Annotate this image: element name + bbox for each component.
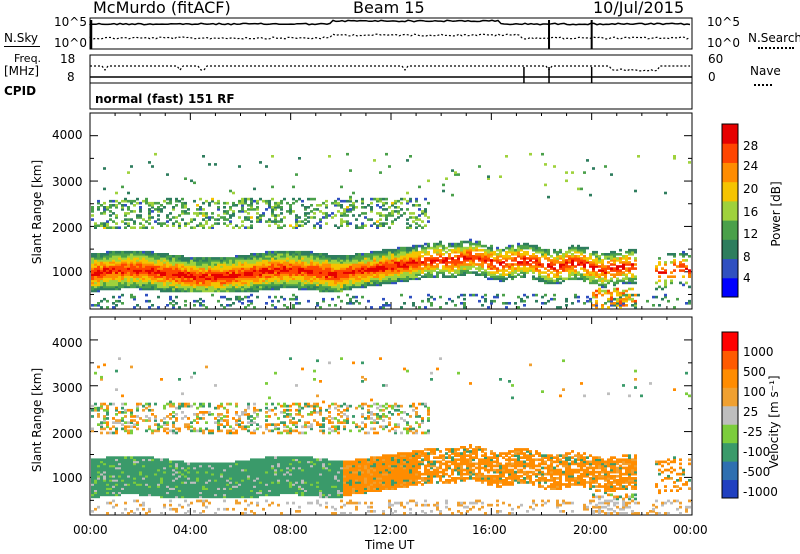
vel-cbar-tick-1000: 1000 — [743, 345, 774, 359]
nave-tick-bottom: 0 — [708, 70, 716, 84]
power-colorbar-swatch-2 — [722, 239, 738, 260]
beam-title: Beam 15 — [353, 0, 425, 17]
power-colorbar-swatch-8 — [722, 124, 738, 144]
nsky-series-line — [89, 19, 691, 26]
station-title: McMurdo (fitACF) — [93, 0, 231, 17]
xtick-2400: 00:00 — [673, 523, 708, 537]
nsky-underline — [4, 46, 40, 47]
xtick-1600: 16:00 — [472, 523, 507, 537]
velocity-ytick-1000: 1000 — [52, 471, 83, 485]
velocity-ylabel: Slant Range [km] — [30, 367, 44, 473]
power-cbar-tick-24: 24 — [743, 159, 759, 173]
power-colorbar-swatch-0 — [722, 277, 738, 298]
power-colorbar-swatch-1 — [722, 258, 738, 279]
power-cbar-tick-28: 28 — [743, 139, 759, 153]
power-cbar-label: Power [dB] — [769, 181, 783, 247]
nave-tick-top: 60 — [708, 52, 724, 66]
vel-cbar-tick-500: 500 — [743, 365, 766, 379]
freq-tick-top: 18 — [60, 52, 76, 66]
power-ytick-3000: 3000 — [52, 175, 83, 189]
velocity-colorbar-swatch-3 — [722, 424, 738, 444]
power-cbar-tick-16: 16 — [743, 205, 759, 219]
velocity-ytick-3000: 3000 — [52, 381, 83, 395]
nsky-tick-bottom: 10^0 — [54, 36, 87, 50]
x-axis-label: Time UT — [365, 538, 415, 552]
freq-tick-bottom: 8 — [67, 70, 75, 84]
power-ylabel: Slant Range [km] — [30, 159, 44, 265]
vel-cbar-tick-25: 25 — [743, 405, 759, 419]
velocity-colorbar-swatch-7 — [722, 350, 738, 370]
power-ytick-1000: 1000 — [52, 265, 83, 279]
xtick-0400: 04:00 — [173, 523, 208, 537]
vel-cbar-tick-m25: -25 — [743, 425, 763, 439]
velocity-cbar-label: Velocity [m s⁻¹] — [767, 375, 781, 469]
xtick-1200: 12:00 — [373, 523, 408, 537]
nsearch-tick-top: 10^5 — [707, 15, 740, 29]
vel-cbar-tick-m1000: -1000 — [743, 485, 778, 499]
nave-series-line — [90, 65, 690, 72]
xtick-0000: 00:00 — [73, 523, 108, 537]
xtick-2000: 20:00 — [573, 523, 608, 537]
power-colorbar-swatch-6 — [722, 162, 738, 183]
vel-cbar-tick-m500: -500 — [743, 465, 771, 479]
velocity-heatmap-cells — [91, 357, 691, 515]
velocity-colorbar-swatch-6 — [722, 368, 738, 388]
date-title: 10/Jul/2015 — [593, 0, 685, 17]
nsky-panel-frame — [89, 17, 693, 50]
power-cbar-tick-12: 12 — [743, 227, 759, 241]
power-cbar-tick-8: 8 — [743, 250, 751, 264]
power-colorbar-swatch-4 — [722, 200, 738, 221]
power-colorbar-swatch-7 — [722, 143, 738, 163]
vel-cbar-tick-m100: -100 — [743, 445, 771, 459]
power-ytick-2000: 2000 — [52, 221, 83, 235]
freq-label-2: [MHz] — [4, 64, 40, 78]
cpid-panel-frame — [89, 82, 693, 110]
power-heatmap-cells — [91, 152, 691, 309]
power-colorbar-swatch-3 — [722, 220, 738, 240]
cpid-text: normal (fast) 151 RF — [95, 92, 235, 106]
power-colorbar-swatch-5 — [722, 181, 738, 202]
velocity-ytick-4000: 4000 — [52, 336, 83, 350]
vel-cbar-tick-100: 100 — [743, 385, 766, 399]
velocity-colorbar-swatch-5 — [722, 387, 738, 407]
velocity-colorbar-swatch-0 — [722, 479, 738, 499]
freq-label-1: Freq. — [14, 52, 42, 65]
velocity-colorbar-swatch-1 — [722, 461, 738, 481]
power-cbar-tick-20: 20 — [743, 182, 759, 196]
nsearch-label: N.Search — [748, 31, 800, 45]
velocity-colorbar-swatch-2 — [722, 442, 738, 462]
cpid-label: CPID — [4, 84, 37, 98]
velocity-colorbar-swatch-4 — [722, 405, 738, 425]
velocity-ytick-2000: 2000 — [52, 427, 83, 441]
power-cbar-tick-4: 4 — [743, 271, 751, 285]
nsearch-tick-bottom: 10^0 — [707, 36, 740, 50]
velocity-colorbar-swatch-8 — [722, 332, 738, 351]
nsearch-dotted-line — [758, 47, 794, 49]
nsearch-series-line — [89, 33, 691, 40]
power-ytick-4000: 4000 — [52, 128, 83, 142]
nsky-label: N.Sky — [4, 31, 39, 45]
xtick-0800: 08:00 — [273, 523, 308, 537]
velocity-colorbar-frame — [721, 331, 739, 499]
nave-label: Nave — [750, 64, 781, 78]
power-colorbar-frame — [721, 123, 739, 298]
nsky-tick-top: 10^5 — [54, 15, 87, 29]
nave-dotted-line — [754, 84, 772, 86]
